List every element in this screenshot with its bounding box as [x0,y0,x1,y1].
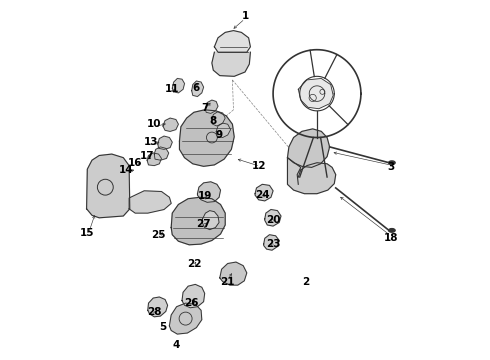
Text: 28: 28 [147,307,162,318]
Polygon shape [182,284,205,308]
Text: 3: 3 [387,162,394,172]
Polygon shape [265,210,281,226]
Text: 6: 6 [192,83,199,93]
Polygon shape [170,303,202,334]
Text: 5: 5 [159,321,167,332]
Text: 15: 15 [80,228,95,238]
Text: 10: 10 [147,119,162,129]
Polygon shape [212,112,225,126]
Text: 7: 7 [202,103,209,113]
Polygon shape [288,129,330,167]
Polygon shape [154,147,169,160]
Polygon shape [215,31,250,52]
Text: 11: 11 [165,84,179,94]
Text: 13: 13 [144,137,159,147]
Text: 16: 16 [128,158,143,168]
Polygon shape [197,182,220,202]
Polygon shape [129,191,171,213]
Text: 12: 12 [252,161,267,171]
Text: 23: 23 [266,239,280,249]
Polygon shape [288,158,336,194]
Ellipse shape [389,229,395,232]
Polygon shape [205,100,218,113]
Text: 4: 4 [173,340,180,350]
Polygon shape [298,78,333,109]
Text: 19: 19 [197,191,212,201]
Polygon shape [212,52,250,76]
Polygon shape [147,153,162,166]
Text: 26: 26 [184,298,199,308]
Polygon shape [179,110,234,166]
Text: 27: 27 [196,219,211,229]
Polygon shape [158,136,172,149]
Polygon shape [202,211,219,230]
Polygon shape [264,235,279,250]
Text: 9: 9 [216,130,222,140]
Polygon shape [148,297,168,317]
Text: 2: 2 [302,276,309,287]
Polygon shape [172,78,185,93]
Text: 14: 14 [119,165,133,175]
Polygon shape [220,262,247,285]
Ellipse shape [389,161,395,165]
Text: 17: 17 [140,150,154,161]
Polygon shape [171,197,225,245]
Polygon shape [255,184,273,201]
Text: 1: 1 [242,11,248,21]
Text: 22: 22 [187,258,201,269]
Text: 21: 21 [220,276,234,287]
Polygon shape [163,118,178,131]
Text: 24: 24 [255,190,270,200]
Polygon shape [216,123,231,138]
Polygon shape [192,81,204,96]
Text: 8: 8 [210,116,217,126]
Text: 20: 20 [266,215,280,225]
Text: 18: 18 [384,233,398,243]
Text: 25: 25 [150,230,165,240]
Polygon shape [87,154,130,218]
